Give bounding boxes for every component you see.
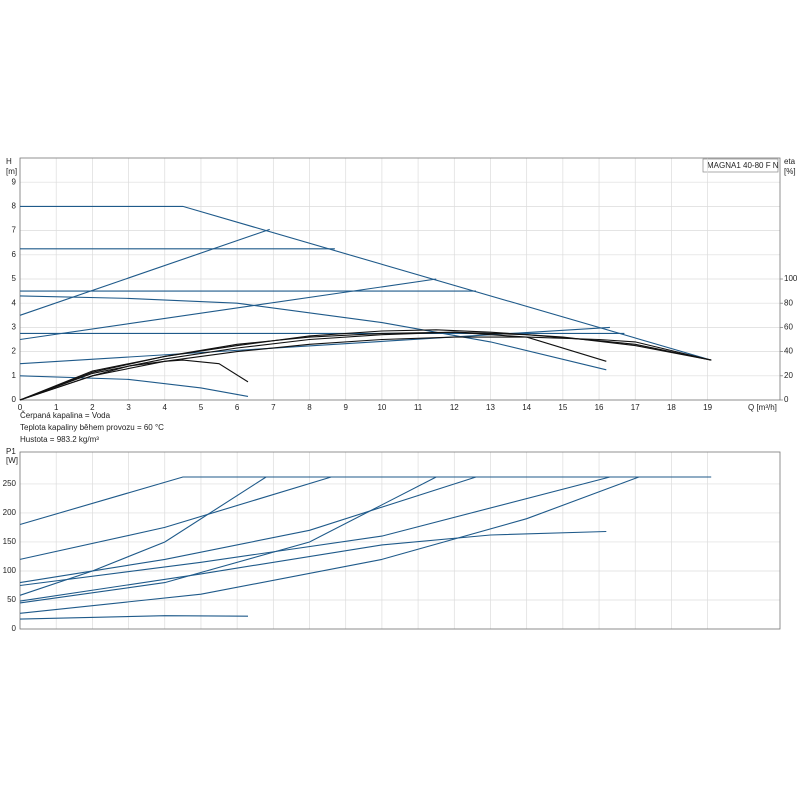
y-tick-label: 3 [12,323,17,332]
y-label: P1 [6,447,16,456]
curve [19,336,712,401]
y2-tick-label: 100 [784,274,798,283]
curve [19,476,712,526]
y-tick-label: 100 [3,566,17,575]
curve [19,295,607,371]
y-tick-label: 150 [3,537,17,546]
note: Čerpaná kapalina = Voda [20,411,111,420]
curve [19,476,437,604]
y-tick-label: 6 [12,250,17,259]
curve [19,476,640,614]
y2-unit: [%] [784,167,796,176]
x-tick-label: 9 [343,403,348,412]
curve [19,228,270,316]
y-unit: [W] [6,456,18,465]
y-tick-label: 8 [12,202,17,211]
y2-tick-label: 40 [784,347,793,356]
y2-label: eta [784,157,796,166]
y-tick-label: 0 [12,395,17,404]
curve [19,278,437,341]
legend-box [702,158,779,173]
curve [19,375,249,397]
y-tick-label: 50 [7,595,16,604]
legend-title: MAGNA1 40-80 F N [707,161,779,170]
curve [19,476,332,560]
y-unit: [m] [6,167,17,176]
y2-tick-label: 80 [784,298,793,307]
curve [19,329,712,401]
y-tick-label: 200 [3,508,17,517]
x-tick-label: 14 [522,403,531,412]
x-tick-label: 1 [54,403,59,412]
curve [20,205,712,361]
x-tick-label: 10 [377,403,386,412]
y-label: H [6,157,12,166]
note: Hustota = 983.2 kg/m³ [20,435,99,444]
x-tick-label: 15 [558,403,567,412]
curve [19,615,249,620]
x-tick-label: 6 [235,403,240,412]
x-tick-label: 8 [307,403,312,412]
y-tick-label: 5 [12,274,17,283]
x-tick-label: 4 [163,403,168,412]
x-tick-label: 12 [450,403,459,412]
y2-tick-label: 0 [784,395,789,404]
curve [19,326,610,365]
y-tick-label: 2 [12,347,17,356]
x-tick-label: 2 [90,403,95,412]
x-tick-label: 7 [271,403,276,412]
x-tick-label: 3 [126,403,131,412]
y-tick-label: 7 [12,226,17,235]
y2-tick-label: 20 [784,371,793,380]
curve [19,530,607,602]
x-tick-label: 5 [199,403,204,412]
x-tick-label: 11 [414,403,423,412]
note: Teplota kapaliny během provozu = 60 °C [20,423,164,432]
y-tick-label: 0 [12,624,17,633]
curve [19,331,607,401]
y-tick-label: 250 [3,479,17,488]
x-tick-label: 17 [631,403,640,412]
y2-tick-label: 60 [784,323,793,332]
y-tick-label: 4 [12,298,17,307]
curve [19,476,267,596]
x-tick-label: 18 [667,403,676,412]
x-label: Q [m³/h] [748,403,777,412]
plot-frame [19,157,781,401]
x-tick-label: 19 [703,403,712,412]
x-tick-label: 16 [595,403,604,412]
curve [19,476,477,584]
curve [19,476,611,587]
x-tick-label: 13 [486,403,495,412]
x-tick-label: 0 [18,403,23,412]
plot-frame [19,451,781,630]
y-tick-label: 9 [12,177,17,186]
y-tick-label: 1 [12,371,17,380]
